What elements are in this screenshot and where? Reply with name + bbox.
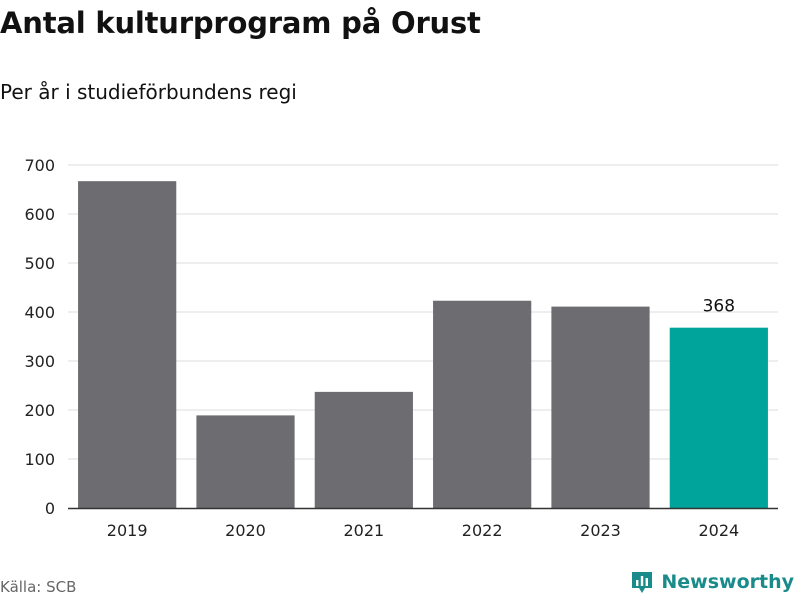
y-tick-label: 0	[45, 499, 55, 518]
source-note: Källa: SCB	[0, 578, 77, 596]
y-tick-label: 200	[24, 401, 55, 420]
x-tick-label: 2024	[698, 521, 739, 540]
x-tick-label: 2020	[225, 521, 266, 540]
y-tick-label: 600	[24, 205, 55, 224]
x-tick-label: 2019	[107, 521, 148, 540]
y-tick-label: 400	[24, 303, 55, 322]
y-tick-label: 300	[24, 352, 55, 371]
brand-logo[interactable]: Newsworthy	[630, 570, 794, 594]
bar	[196, 415, 295, 508]
y-tick-label: 100	[24, 450, 55, 469]
x-tick-label: 2022	[462, 521, 503, 540]
bar	[433, 300, 532, 508]
y-tick-label: 500	[24, 254, 55, 273]
brand-name: Newsworthy	[661, 571, 794, 593]
chart-title: Antal kulturprogram på Orust	[0, 6, 481, 40]
chart-subtitle: Per år i studieförbundens regi	[0, 80, 297, 104]
bar	[314, 391, 413, 508]
data-label: 368	[703, 297, 735, 317]
x-tick-label: 2021	[343, 521, 384, 540]
y-tick-label: 700	[24, 156, 55, 175]
bar	[669, 327, 768, 508]
bar-chart-pin-icon	[632, 572, 653, 593]
bar	[78, 181, 177, 509]
bar	[551, 306, 650, 508]
x-tick-label: 2023	[580, 521, 621, 540]
